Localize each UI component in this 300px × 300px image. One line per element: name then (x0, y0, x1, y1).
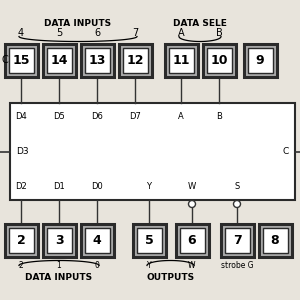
Text: S: S (234, 182, 240, 191)
Bar (248, 47, 272, 73)
Text: DATA SELE: DATA SELE (173, 20, 227, 28)
Text: 13: 13 (88, 53, 106, 67)
Circle shape (188, 200, 196, 208)
Bar (169, 47, 194, 73)
Text: D7: D7 (129, 112, 141, 121)
Bar (136, 227, 161, 253)
Bar (4, 44, 38, 76)
Text: strobe G: strobe G (221, 260, 253, 269)
Bar (176, 224, 208, 256)
Text: A: A (178, 112, 184, 121)
Text: OUTPUTS: OUTPUTS (146, 274, 195, 283)
Text: B: B (216, 28, 222, 38)
Bar (43, 44, 76, 76)
Text: Y: Y (146, 182, 152, 191)
Text: DATA INPUTS: DATA INPUTS (44, 20, 112, 28)
Text: 5: 5 (56, 28, 62, 38)
Bar (220, 224, 254, 256)
Text: 10: 10 (210, 53, 228, 67)
Bar (85, 47, 110, 73)
Text: D3: D3 (16, 147, 28, 156)
Text: Y: Y (147, 260, 151, 269)
Text: 8: 8 (271, 233, 279, 247)
Text: C: C (2, 55, 9, 65)
Text: 2: 2 (16, 233, 26, 247)
Text: 7: 7 (132, 28, 138, 38)
Text: 2: 2 (19, 260, 23, 269)
Bar (85, 227, 110, 253)
Text: D0: D0 (91, 182, 103, 191)
Bar (43, 224, 76, 256)
Text: W: W (188, 182, 196, 191)
Text: 7: 7 (232, 233, 242, 247)
Circle shape (233, 200, 241, 208)
Text: 4: 4 (18, 28, 24, 38)
Text: 6: 6 (188, 233, 196, 247)
Bar (133, 224, 166, 256)
Text: 12: 12 (126, 53, 144, 67)
Bar (244, 44, 277, 76)
Bar (118, 44, 152, 76)
Text: D5: D5 (53, 112, 65, 121)
Text: 15: 15 (12, 53, 30, 67)
Bar (46, 227, 71, 253)
Text: D2: D2 (15, 182, 27, 191)
Text: 0: 0 (94, 260, 99, 269)
Text: 5: 5 (145, 233, 153, 247)
Text: 11: 11 (172, 53, 190, 67)
Text: W: W (188, 260, 196, 269)
Bar (262, 227, 287, 253)
Bar (10, 103, 295, 200)
Text: DATA INPUTS: DATA INPUTS (26, 274, 93, 283)
Bar (8, 47, 34, 73)
Bar (46, 47, 71, 73)
Text: B: B (216, 112, 222, 121)
Text: 6: 6 (94, 28, 100, 38)
Text: 1: 1 (57, 260, 62, 269)
Bar (202, 44, 236, 76)
Text: A: A (178, 28, 184, 38)
Text: 4: 4 (93, 233, 101, 247)
Bar (122, 47, 148, 73)
Bar (8, 227, 34, 253)
Bar (4, 224, 38, 256)
Text: 14: 14 (50, 53, 68, 67)
Bar (80, 224, 113, 256)
Bar (206, 47, 232, 73)
Bar (80, 44, 113, 76)
Text: D4: D4 (15, 112, 27, 121)
Text: D1: D1 (53, 182, 65, 191)
Text: C: C (283, 147, 289, 156)
Bar (179, 227, 205, 253)
Bar (259, 224, 292, 256)
Text: 3: 3 (55, 233, 63, 247)
Bar (224, 227, 250, 253)
Text: D6: D6 (91, 112, 103, 121)
Text: 9: 9 (256, 53, 264, 67)
Bar (164, 44, 197, 76)
